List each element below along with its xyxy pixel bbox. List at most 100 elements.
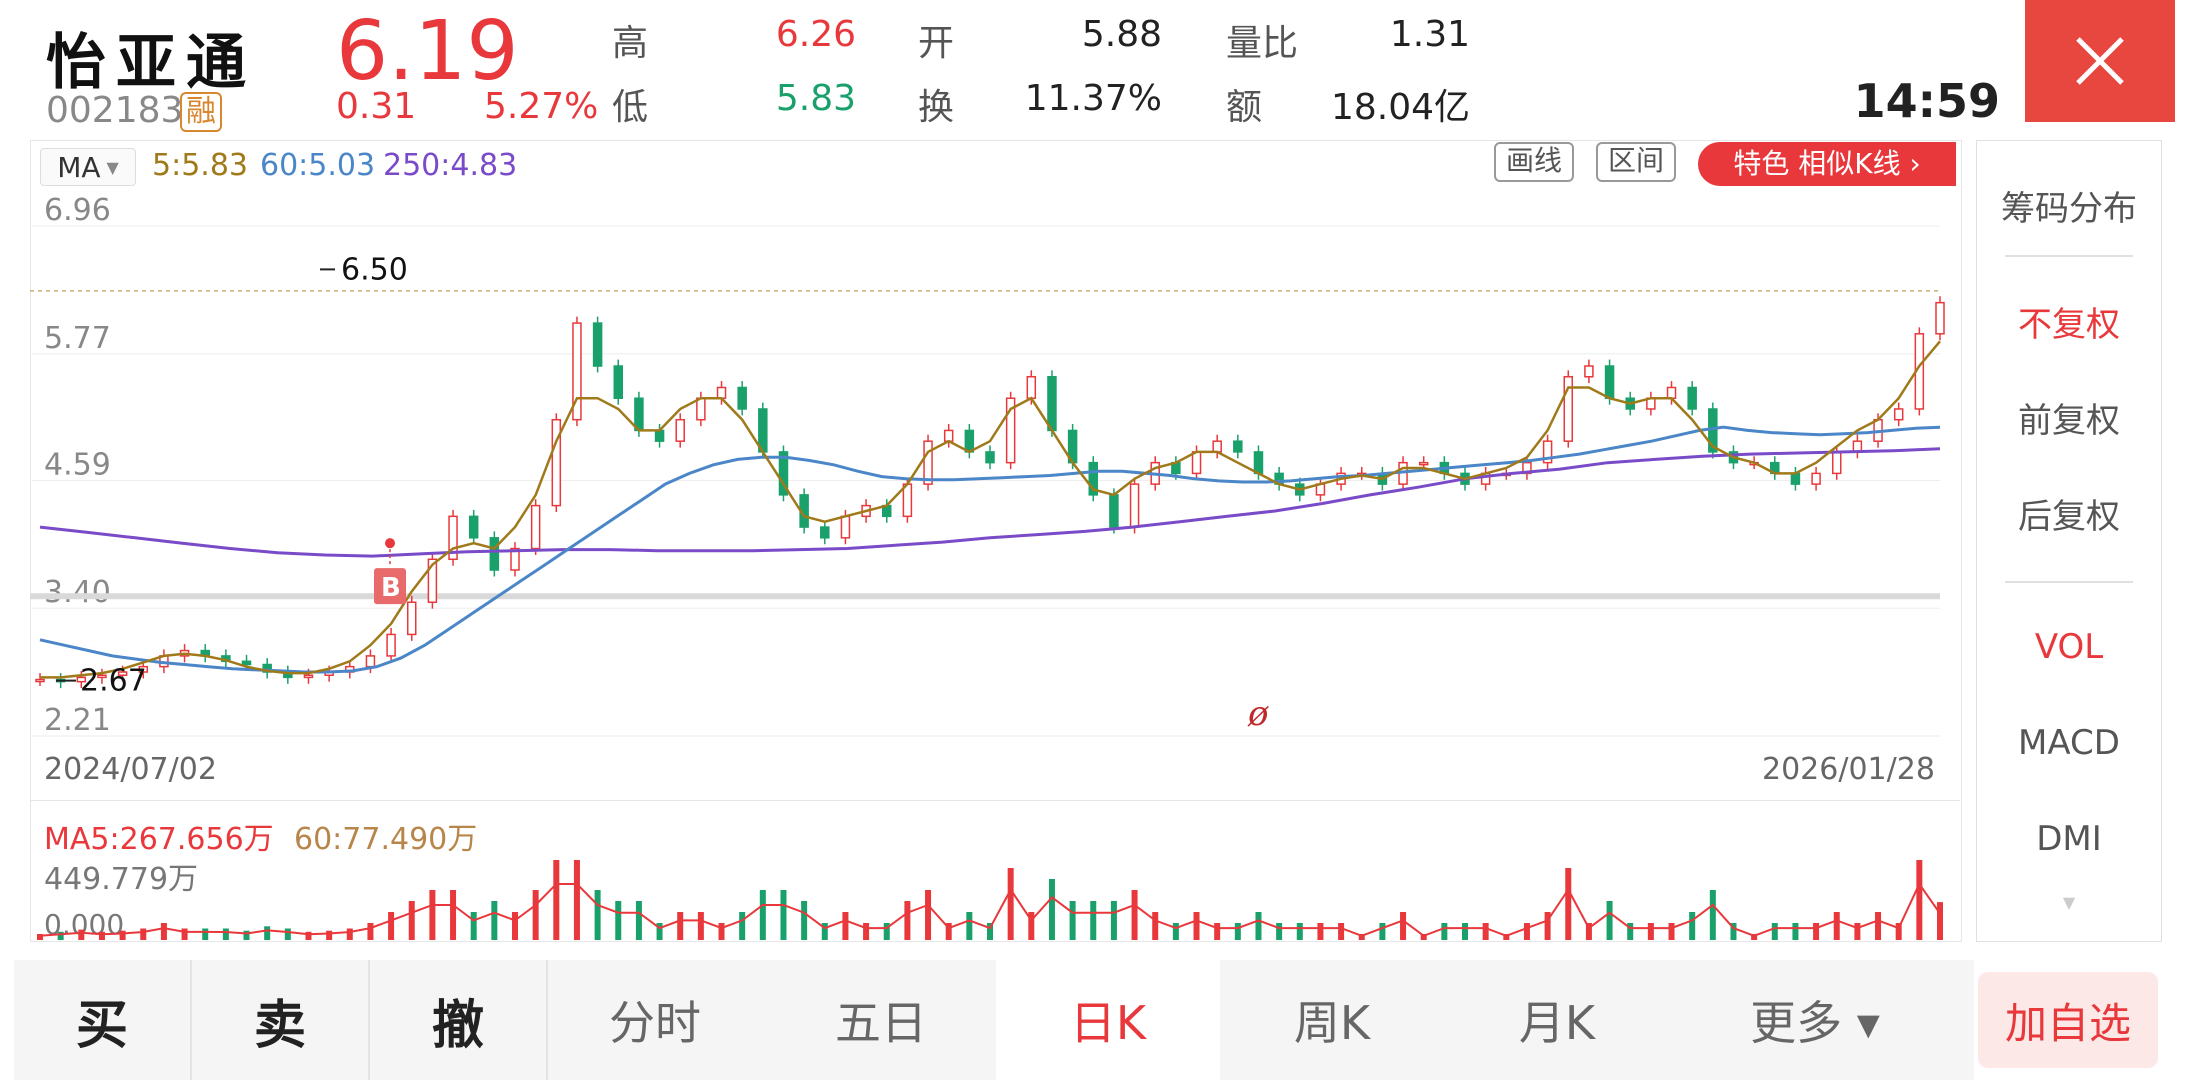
volume-bar xyxy=(1296,923,1303,940)
backward-adjust-button[interactable]: 后复权 xyxy=(2018,497,2120,537)
volume-chart[interactable] xyxy=(30,840,1960,940)
vol-ma5-label: MA5:267.656万 xyxy=(44,822,274,857)
volume-bar xyxy=(57,931,64,940)
volume-bar xyxy=(925,890,932,940)
volume-bar xyxy=(532,890,539,940)
candle-body xyxy=(1604,365,1615,399)
range-button[interactable]: 区间 xyxy=(1596,142,1677,182)
candle-body xyxy=(840,515,851,539)
y-axis-label: 2.21 xyxy=(44,703,111,738)
volume-bar xyxy=(1606,901,1613,940)
volume-bar xyxy=(1317,923,1324,940)
volume-divider xyxy=(30,800,1960,801)
tab-day-k[interactable]: 日K xyxy=(996,960,1220,1080)
tab-more[interactable]: 更多 ▾ xyxy=(1750,996,1880,1050)
candle-body xyxy=(510,547,520,571)
y-axis-label: 3.40 xyxy=(44,575,111,610)
candle-body xyxy=(1811,472,1821,485)
tab-month-k[interactable]: 月K xyxy=(1518,996,1596,1050)
amount-value: 18.04亿 xyxy=(1330,87,1470,128)
high-value: 6.26 xyxy=(775,14,856,55)
volume-bar xyxy=(512,912,518,940)
forward-adjust-button[interactable]: 前复权 xyxy=(2018,401,2120,441)
volume-bar xyxy=(697,912,704,940)
vol-ma60-label: 60:77.490万 xyxy=(294,822,478,857)
sell-button[interactable]: 卖 xyxy=(253,995,306,1056)
low-value: 5.83 xyxy=(775,78,856,119)
scroll-down-icon[interactable]: ▼ xyxy=(2062,893,2076,912)
high-price-marker: 6.50 xyxy=(341,252,408,287)
bottom-tab-bar xyxy=(14,960,1974,1080)
volume-bar xyxy=(1420,934,1427,940)
candle-body xyxy=(778,451,789,496)
candle-body xyxy=(551,418,562,507)
candle-body xyxy=(964,429,975,453)
volume-bar xyxy=(677,912,684,940)
amount-label: 额 xyxy=(1226,87,1263,128)
volume-bar xyxy=(408,901,415,940)
add-to-watchlist-button[interactable]: 加自选 xyxy=(1978,972,2158,1068)
tab-week-k[interactable]: 周K xyxy=(1293,996,1371,1050)
volume-bar xyxy=(450,890,457,940)
candle-body xyxy=(1047,376,1057,432)
volume-bar xyxy=(1792,923,1799,940)
cancel-order-button[interactable]: 撤 xyxy=(431,995,484,1056)
draw-line-button[interactable]: 画线 xyxy=(1494,142,1575,182)
vol-indicator-button[interactable]: VOL xyxy=(2034,627,2104,667)
open-value: 5.88 xyxy=(1081,14,1162,55)
kline-chart[interactable]: 6.96 5.77 4.59 3.40 2.21 6.50 2.67 Bø xyxy=(30,190,1960,750)
volume-bar xyxy=(615,901,622,940)
volume-bar xyxy=(1131,890,1138,940)
chip-distribution-button[interactable]: 筹码分布 xyxy=(2001,189,2137,229)
macd-indicator-button[interactable]: MACD xyxy=(2018,723,2120,763)
ma5-value: 5:5.83 xyxy=(152,148,248,183)
buy-marker-badge xyxy=(374,568,406,605)
close-button[interactable] xyxy=(2025,0,2175,122)
volume-bar xyxy=(1338,923,1345,940)
candle-body xyxy=(1129,483,1140,528)
tab-five-day[interactable]: 五日 xyxy=(835,996,927,1050)
candle-body xyxy=(985,451,995,464)
tab-separator xyxy=(368,960,370,1080)
volume-bar xyxy=(780,890,787,940)
tab-separator xyxy=(190,960,192,1080)
volume-bar xyxy=(1833,912,1840,940)
tab-intraday[interactable]: 分时 xyxy=(609,996,701,1050)
buy-button[interactable]: 买 xyxy=(75,995,128,1056)
y-axis-label: 4.59 xyxy=(44,447,111,482)
similar-kline-button[interactable]: 特色 相似K线 › xyxy=(1698,142,1956,186)
volume-bar xyxy=(635,901,642,940)
volume-bar xyxy=(326,930,333,940)
volume-bar xyxy=(243,930,250,940)
candle-body xyxy=(1542,440,1553,464)
candle-body xyxy=(1005,397,1016,464)
volume-bar xyxy=(1090,901,1097,940)
candle-body xyxy=(241,660,252,666)
price-change-percent: 5.27% xyxy=(484,86,599,127)
candle-body xyxy=(1584,365,1594,378)
volume-bar xyxy=(594,890,601,940)
volume-bar xyxy=(160,923,167,940)
volume-bar xyxy=(821,923,828,940)
right-indicator-panel: 筹码分布 不复权 前复权 后复权 VOL MACD DMI ▼ xyxy=(1976,140,2162,942)
y-axis-label: 6.96 xyxy=(44,193,111,228)
candle-body xyxy=(35,678,45,683)
ma-indicator-select[interactable]: MA ▼ xyxy=(40,148,136,186)
no-adjust-button[interactable]: 不复权 xyxy=(2018,305,2120,345)
candle-body xyxy=(654,429,665,442)
volume-bar xyxy=(1462,923,1468,940)
candle-body xyxy=(820,526,830,539)
dmi-indicator-button[interactable]: DMI xyxy=(2036,819,2102,859)
volume-bar xyxy=(1668,923,1675,940)
volume-ratio-value: 1.31 xyxy=(1389,14,1470,55)
volume-bar xyxy=(553,860,560,940)
high-label: 高 xyxy=(612,23,649,64)
ma250-value: 250:4.83 xyxy=(383,148,518,183)
chevron-down-icon: ▼ xyxy=(106,157,119,177)
candle-body xyxy=(489,537,500,571)
volume-bar xyxy=(37,934,43,940)
buy-marker-label: B xyxy=(381,573,401,603)
candle-body xyxy=(303,674,314,679)
volume-bar xyxy=(1193,912,1200,940)
ma60-line xyxy=(39,425,1941,674)
